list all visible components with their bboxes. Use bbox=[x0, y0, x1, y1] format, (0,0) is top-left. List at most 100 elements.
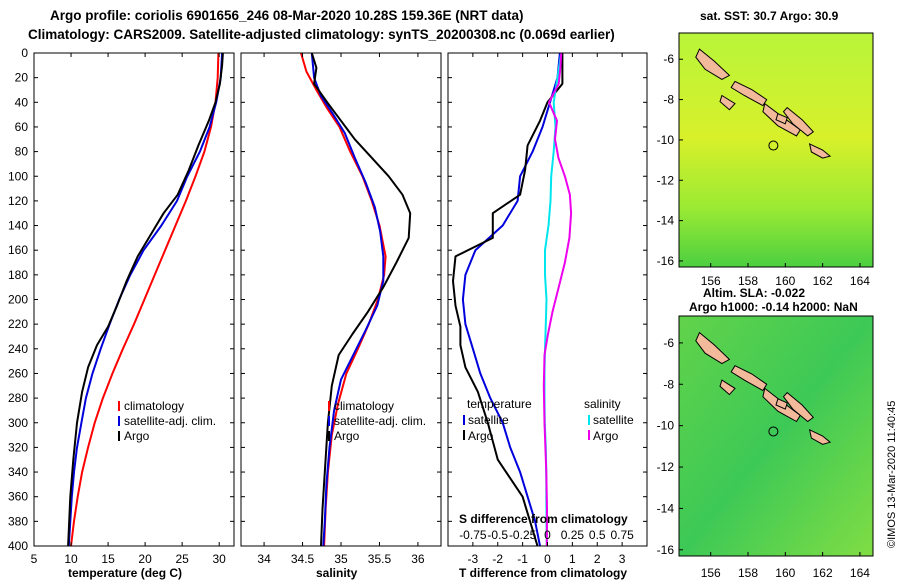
map-y-tick-label: -6 bbox=[663, 52, 674, 66]
map-y-tick-label: -14 bbox=[657, 214, 675, 228]
island-land bbox=[782, 106, 815, 137]
island-land bbox=[808, 143, 832, 159]
y-tick-label: 280 bbox=[8, 391, 28, 405]
argo-position-marker bbox=[768, 426, 779, 437]
difference-panel: -3 -2 -1 0 1 2 3 -0.75 -0.5 -0.25 0 0.25 0.5 0.75 bbox=[447, 52, 648, 566]
y-tick-label: 80 bbox=[15, 145, 29, 159]
legend-temp-satellite: satellite bbox=[468, 413, 509, 427]
map-y-tick-label: -8 bbox=[663, 377, 674, 391]
argo-position-marker bbox=[768, 140, 779, 151]
map-y-tick-label: -16 bbox=[657, 254, 675, 268]
footer-stamp: ©IMOS 13-Mar-2020 11:40:45 bbox=[886, 401, 898, 548]
legend-satellite: satellite-adj. clim. bbox=[124, 414, 216, 428]
series-group bbox=[300, 53, 412, 546]
island-land bbox=[695, 331, 731, 365]
map-x-tick-label: 156 bbox=[701, 566, 721, 580]
y-tick-label: 380 bbox=[8, 514, 28, 528]
top-tick-label: -0.75 bbox=[459, 528, 487, 542]
y-tick-label: 20 bbox=[15, 71, 29, 85]
y-tick-label: 300 bbox=[8, 416, 28, 430]
map-x-tick-label: 160 bbox=[775, 274, 795, 288]
title-line-2: Climatology: CARS2009. Satellite-adjuste… bbox=[28, 27, 615, 42]
legend-satellite: satellite-adj. clim. bbox=[334, 414, 426, 428]
y-tick-label: 180 bbox=[8, 268, 28, 282]
map-x-tick-label: 162 bbox=[813, 566, 833, 580]
map-x-tick-label: 160 bbox=[775, 566, 795, 580]
legend-argo: Argo bbox=[334, 429, 360, 443]
legend-climatology: climatology bbox=[334, 399, 394, 413]
map-y-tick-label: -6 bbox=[663, 336, 674, 350]
x-tick-label: -1 bbox=[517, 552, 528, 566]
x-tick-label: 36 bbox=[411, 552, 425, 566]
top-tick-label: -0.25 bbox=[509, 528, 537, 542]
map-x-tick-label: 162 bbox=[813, 274, 833, 288]
map-y-tick-label: -10 bbox=[657, 133, 675, 147]
salinity-legend: climatology satellite-adj. clim. Argo bbox=[328, 399, 426, 443]
x-tick-label: 10 bbox=[64, 552, 78, 566]
legend-climatology: climatology bbox=[124, 399, 184, 413]
title-line-1: Argo profile: coriolis 6901656_246 08-Ma… bbox=[50, 8, 523, 23]
y-tick-label: 0 bbox=[21, 46, 28, 60]
top-tick-label: 0.5 bbox=[589, 528, 606, 542]
map-x-tick-label: 164 bbox=[850, 274, 870, 288]
y-tick-label: 160 bbox=[8, 243, 28, 257]
legend-sal-satellite: satellite bbox=[593, 413, 634, 427]
x-tick-label: 34 bbox=[257, 552, 271, 566]
x-tick-label: 30 bbox=[213, 552, 227, 566]
y-tick-label: 60 bbox=[15, 120, 29, 134]
island-land bbox=[775, 113, 788, 125]
map-y-tick-label: -8 bbox=[663, 93, 674, 107]
y-tick-label: 220 bbox=[8, 317, 28, 331]
x-tick-label: 25 bbox=[175, 552, 189, 566]
y-tick-label: 360 bbox=[8, 490, 28, 504]
y-tick-label: 400 bbox=[8, 539, 28, 553]
series-group bbox=[67, 53, 224, 546]
temperature-panel: 0 20 40 60 80 100 120 140 160 180 200 220 240 260 280 3… bbox=[8, 46, 235, 566]
map-x-tick-label: 158 bbox=[738, 274, 758, 288]
salinity-xlabel: salinity bbox=[316, 566, 358, 580]
map-x-tick-label: 158 bbox=[738, 566, 758, 580]
x-tick-label: 20 bbox=[138, 552, 152, 566]
sst-map: 156 158 160 162 164 -6 -8 -10 -12 -14 -16 bbox=[657, 32, 874, 288]
island-land bbox=[719, 379, 736, 396]
x-tick-label: 2 bbox=[594, 552, 601, 566]
top-tick-label: 0.25 bbox=[561, 528, 585, 542]
series-group bbox=[452, 53, 573, 546]
x-tick-label: 0 bbox=[544, 552, 551, 566]
temperature-xlabel: temperature (deg C) bbox=[68, 566, 182, 580]
x-tick-label: 5 bbox=[31, 552, 38, 566]
island-land bbox=[730, 365, 768, 392]
sla-map: 156 158 160 162 164 -6 -8 -10 -12 -14 -16 bbox=[657, 315, 874, 580]
legend-sal-argo: Argo bbox=[593, 429, 619, 443]
difference-top-xlabel: S difference from climatology bbox=[459, 512, 628, 526]
y-tick-label: 40 bbox=[15, 95, 29, 109]
legend-temperature: temperature bbox=[467, 397, 532, 411]
y-tick-label: 200 bbox=[8, 293, 28, 307]
map-y-tick-label: -14 bbox=[657, 501, 675, 515]
legend-salinity: salinity bbox=[584, 397, 621, 411]
x-tick-label: 1 bbox=[569, 552, 576, 566]
series-line-climatology bbox=[300, 53, 387, 546]
y-tick-label: 320 bbox=[8, 440, 28, 454]
y-tick-label: 260 bbox=[8, 366, 28, 380]
y-tick-label: 340 bbox=[8, 465, 28, 479]
y-tick-label: 100 bbox=[8, 169, 28, 183]
y-tick-label: 120 bbox=[8, 194, 28, 208]
legend-temp-argo: Argo bbox=[468, 429, 494, 443]
series-line-argo bbox=[67, 53, 224, 546]
y-tick-label: 240 bbox=[8, 342, 28, 356]
difference-xlabel: T difference from climatology bbox=[459, 566, 627, 580]
sla-map-title: Altim. SLA: -0.022 bbox=[703, 286, 805, 300]
series-line-satellite-adj-clim- bbox=[310, 53, 385, 546]
map-y-tick-label: -10 bbox=[657, 419, 675, 433]
legend-argo: Argo bbox=[124, 429, 150, 443]
temperature-legend: climatology satellite-adj. clim. Argo bbox=[118, 399, 216, 443]
x-tick-label: -2 bbox=[492, 552, 503, 566]
island-land bbox=[695, 48, 731, 80]
x-tick-label: 34.5 bbox=[291, 552, 315, 566]
island-land bbox=[775, 398, 788, 410]
x-tick-label: -3 bbox=[468, 552, 479, 566]
sla-map-subtitle: Argo h1000: -0.14 h2000: NaN bbox=[689, 300, 858, 314]
top-tick-label: 0.75 bbox=[610, 528, 634, 542]
